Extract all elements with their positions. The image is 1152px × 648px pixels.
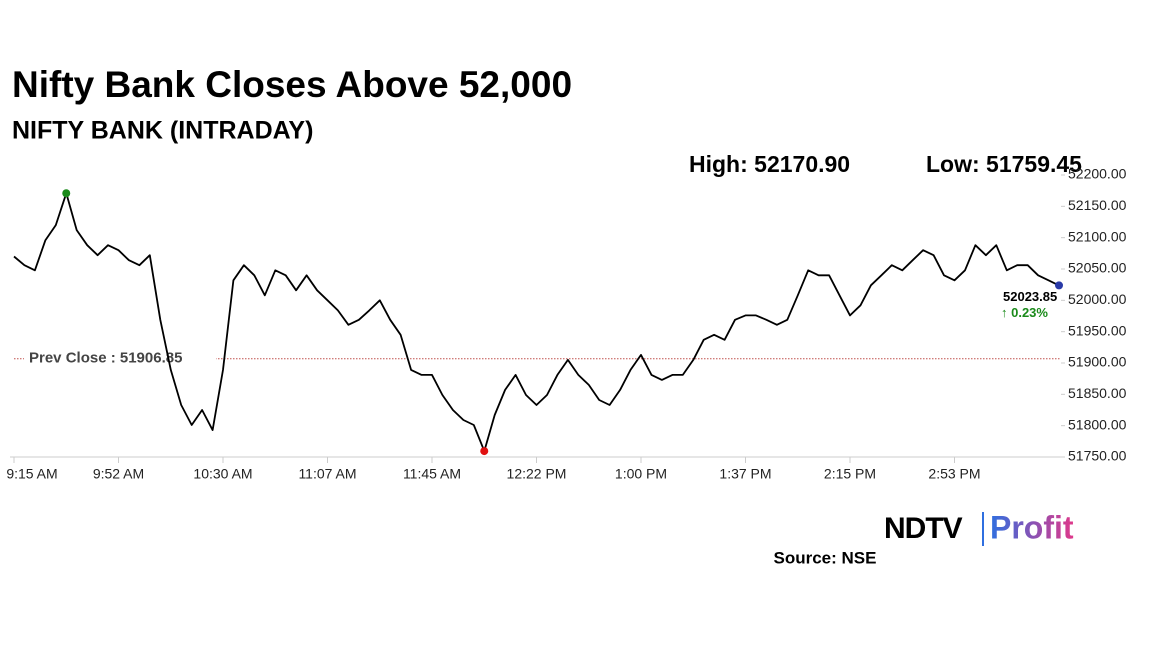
high-label: High: 52170.90 (689, 151, 850, 177)
x-tick-label: 10:30 AM (193, 466, 252, 482)
y-tick-label: 51900.00 (1068, 354, 1127, 370)
y-tick-label: 52050.00 (1068, 260, 1127, 276)
chart-title: Nifty Bank Closes Above 52,000 (12, 64, 572, 105)
x-tick-label: 9:15 AM (6, 466, 57, 482)
y-tick-label: 52000.00 (1068, 291, 1127, 307)
logo-ndtv: NDTV (884, 512, 963, 545)
prev-close-label: Prev Close : 51906.85 (29, 350, 182, 367)
source: Source: NSE (774, 548, 877, 567)
x-tick-label: 2:15 PM (824, 466, 876, 482)
y-tick-label: 52200.00 (1068, 166, 1127, 182)
x-tick-label: 1:00 PM (615, 466, 667, 482)
x-tick-label: 9:52 AM (93, 466, 144, 482)
high-marker (62, 189, 71, 198)
change-label: ↑ 0.23% (1001, 305, 1048, 320)
x-tick-label: 2:53 PM (928, 466, 980, 482)
x-tick-label: 1:37 PM (719, 466, 771, 482)
y-tick-label: 51850.00 (1068, 385, 1127, 401)
price-line (13, 192, 1060, 452)
last-value-label: 52023.85 (1003, 289, 1057, 304)
low-marker (480, 447, 489, 456)
y-tick-label: 51750.00 (1068, 448, 1127, 464)
x-tick-label: 11:45 AM (403, 466, 461, 482)
y-tick-label: 52150.00 (1068, 197, 1127, 213)
x-tick-label: 11:07 AM (298, 466, 356, 482)
y-tick-label: 52100.00 (1068, 228, 1127, 244)
last-marker (1055, 281, 1063, 290)
logo-profit: Profit (990, 509, 1074, 545)
low-label: Low: 51759.45 (926, 151, 1082, 177)
chart-subtitle: NIFTY BANK (INTRADAY) (12, 117, 313, 145)
y-tick-label: 51950.00 (1068, 322, 1127, 338)
y-tick-label: 51800.00 (1068, 416, 1127, 432)
x-tick-label: 12:22 PM (507, 466, 567, 482)
